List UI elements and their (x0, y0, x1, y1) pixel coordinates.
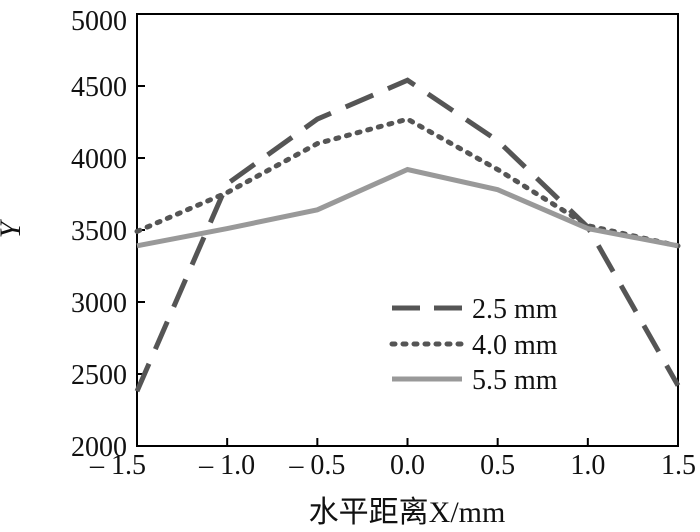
y-tick-label: 5000 (71, 6, 127, 37)
y-tick-label: 2500 (71, 360, 127, 391)
x-tick-label: 0.5 (480, 450, 515, 481)
series-layer (134, 77, 681, 393)
y-tick-label: 2000 (71, 432, 127, 463)
x-tick-label: – 1.0 (198, 450, 255, 481)
x-tick-label: 1.5 (661, 450, 696, 481)
x-tick-label: – 0.5 (288, 450, 345, 481)
legend-label: 2.5 mm (472, 294, 558, 325)
y-tick-label: 3500 (71, 216, 127, 247)
y-tick-label: 4000 (71, 144, 127, 175)
legend-label: 5.5 mm (472, 365, 558, 396)
axis-ticks: – 1.5 – 1.0 – 0.5 0.0 0.5 1.0 1.5 2000 2500 3000 3… (71, 6, 696, 481)
x-tick-label: 1.0 (570, 450, 605, 481)
legend: 2.5 mm 4.0 mm 5.5 mm (389, 294, 558, 396)
legend-label: 4.0 mm (472, 330, 558, 361)
x-tick-label: 0.0 (390, 450, 425, 481)
y-axis-title: Y (0, 218, 27, 238)
series-line-1 (134, 116, 681, 249)
x-tick-label: – 1.5 (89, 450, 146, 481)
y-tick-label: 4500 (71, 72, 127, 103)
x-axis-title: 水平距离X/mm (309, 496, 506, 529)
y-tick-label: 3000 (71, 288, 127, 319)
